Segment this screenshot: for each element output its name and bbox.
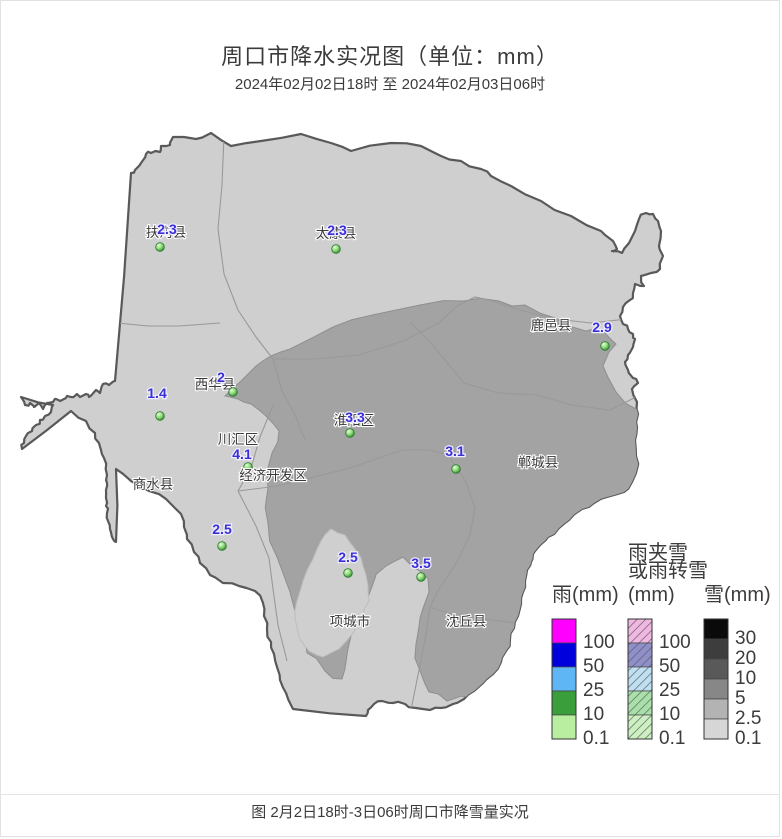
svg-text:10: 10	[583, 704, 604, 725]
svg-text:2.5: 2.5	[735, 708, 761, 729]
svg-text:2.3: 2.3	[327, 222, 347, 238]
svg-text:郸城县: 郸城县	[518, 455, 559, 470]
svg-text:或雨转雪: 或雨转雪	[628, 559, 708, 582]
svg-text:0.1: 0.1	[659, 728, 685, 749]
svg-text:2.3: 2.3	[157, 221, 177, 237]
svg-text:项城市: 项城市	[330, 613, 371, 629]
svg-text:20: 20	[735, 648, 756, 669]
svg-text:25: 25	[583, 680, 604, 701]
svg-text:10: 10	[659, 704, 680, 725]
svg-text:25: 25	[659, 680, 680, 701]
svg-text:50: 50	[659, 656, 680, 677]
svg-text:(mm): (mm)	[628, 584, 675, 606]
svg-text:4.1: 4.1	[232, 446, 252, 462]
svg-text:100: 100	[659, 632, 691, 653]
svg-text:雪(mm): 雪(mm)	[704, 584, 771, 606]
svg-text:2.9: 2.9	[592, 319, 612, 335]
svg-text:2.5: 2.5	[212, 521, 232, 537]
svg-text:商水县: 商水县	[133, 477, 174, 492]
svg-text:2: 2	[217, 369, 225, 385]
svg-text:经济开发区: 经济开发区	[239, 468, 307, 483]
svg-text:30: 30	[735, 628, 756, 649]
svg-text:雨(mm): 雨(mm)	[552, 584, 619, 606]
svg-text:3.5: 3.5	[411, 555, 431, 571]
svg-text:川汇区: 川汇区	[218, 432, 259, 447]
svg-text:5: 5	[735, 688, 746, 709]
svg-text:100: 100	[583, 632, 615, 653]
svg-text:2.5: 2.5	[338, 549, 358, 565]
svg-text:10: 10	[735, 668, 756, 689]
svg-text:0.1: 0.1	[583, 728, 609, 749]
svg-text:1.4: 1.4	[147, 385, 167, 401]
svg-text:3.1: 3.1	[445, 443, 465, 459]
svg-text:0.1: 0.1	[735, 728, 761, 749]
svg-text:50: 50	[583, 656, 604, 677]
svg-text:沈丘县: 沈丘县	[446, 614, 487, 629]
svg-text:3.3: 3.3	[345, 409, 365, 425]
svg-text:鹿邑县: 鹿邑县	[531, 317, 572, 333]
